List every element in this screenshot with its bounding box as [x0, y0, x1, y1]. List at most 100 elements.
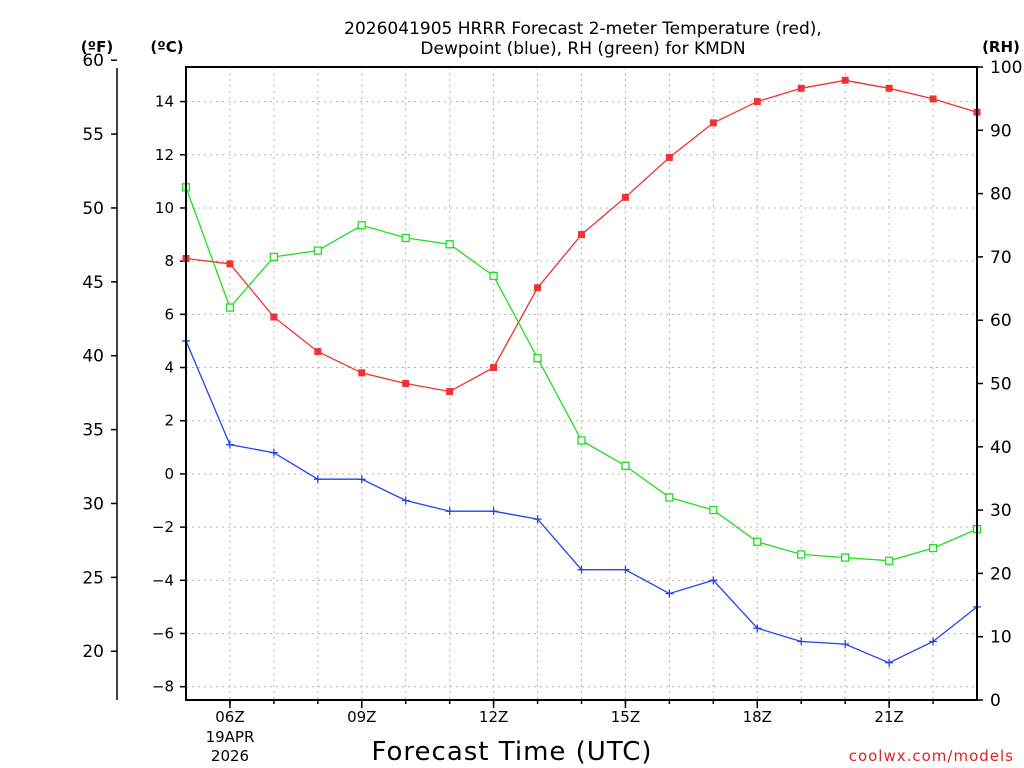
rh-tick-label: 100 [990, 58, 1022, 78]
dewpoint-point [357, 475, 366, 484]
fahrenheit-tick-label: 55 [82, 125, 104, 145]
rh-point [533, 354, 542, 363]
fahrenheit-tick-label: 30 [82, 494, 104, 514]
celsius-tick-label: −2 [152, 518, 174, 536]
hour-tick-label: 18Z [743, 708, 772, 726]
hour-tick-label: 06Z [215, 708, 244, 726]
temperature-point [402, 380, 410, 387]
temperature-point [270, 313, 278, 321]
celsius-tick-label: 8 [164, 252, 174, 270]
rh-tick-label: 60 [990, 311, 1012, 331]
temperature-point [358, 369, 366, 377]
rh-tick-label: 40 [990, 438, 1012, 458]
temperature-point [446, 387, 454, 395]
fahrenheit-tick-label: 45 [82, 273, 104, 293]
fahrenheit-tick-label: 35 [82, 421, 104, 441]
chart-title-line1: 2026041905 HRRR Forecast 2-meter Tempera… [344, 19, 822, 39]
dewpoint-point [401, 496, 410, 505]
temperature-point [665, 153, 673, 161]
fahrenheit-axis: 20 25 30 35 40 45 50 55 60 [82, 51, 118, 700]
celsius-tick-label: −4 [152, 571, 174, 589]
gridlines [186, 67, 977, 700]
rh-axis: 0 10 20 30 40 50 60 70 80 90 100 [977, 58, 1022, 711]
dewpoint-point [577, 565, 586, 574]
plot-frame [185, 66, 978, 701]
temperature-point [841, 76, 849, 84]
fahrenheit-tick-label: 60 [82, 51, 104, 71]
dewpoint-point [753, 624, 762, 633]
celsius-tick-label: 6 [164, 305, 174, 323]
rh-tick-label: 50 [990, 375, 1012, 395]
rh-point [709, 505, 718, 515]
temperature-point [753, 98, 761, 106]
temperature-point [797, 84, 805, 92]
rh-point [577, 436, 586, 445]
dewpoint-point [665, 589, 674, 598]
celsius-tick-label: −8 [152, 678, 174, 696]
fahrenheit-tick-label: 50 [82, 199, 104, 219]
rh-tick-label: 70 [990, 248, 1012, 268]
fahrenheit-unit-label: (ºF) [81, 38, 113, 56]
dewpoint-point [445, 507, 454, 516]
fahrenheit-tick-label: 20 [82, 642, 104, 662]
dewpoint-point [489, 507, 498, 516]
celsius-axis: −8 −6 −4 −2 0 2 4 6 8 10 12 14 [152, 93, 186, 696]
dewpoint-point [225, 440, 234, 449]
temperature-point [621, 193, 629, 201]
rh-point [841, 553, 850, 562]
dewpoint-point [533, 515, 542, 524]
hour-tick-label: 12Z [479, 708, 508, 726]
dewpoint-point [709, 576, 718, 585]
time-axis: 06Z 09Z 12Z 15Z 18Z 21Z [215, 700, 934, 726]
temperature-point [314, 348, 322, 356]
fahrenheit-tick-label: 25 [82, 568, 104, 588]
date-label-line1: 19APR [206, 728, 255, 746]
celsius-unit-label: (ºC) [150, 38, 183, 56]
dewpoint-point [929, 637, 938, 646]
x-axis-title: Forecast Time (UTC) [371, 737, 652, 767]
temperature-point [578, 231, 585, 239]
hour-tick-label: 21Z [874, 708, 903, 726]
temperature-point [709, 119, 717, 127]
credit-label: coolwx.com/models [849, 747, 1014, 765]
rh-point [313, 246, 322, 255]
celsius-tick-label: 2 [164, 412, 174, 430]
rh-point [269, 252, 279, 262]
rh-point [225, 303, 235, 312]
celsius-tick-label: 0 [164, 465, 174, 483]
rh-point [928, 543, 938, 553]
rh-tick-label: 80 [990, 185, 1012, 205]
fahrenheit-tick-label: 40 [82, 347, 104, 367]
date-label-line2: 2026 [211, 747, 249, 765]
chart-title-line2: Dewpoint (blue), RH (green) for KMDN [420, 39, 745, 59]
temperature-point [534, 284, 542, 292]
rh-point [797, 550, 806, 559]
dewpoint-point [841, 640, 850, 649]
rh-point [621, 461, 630, 470]
celsius-tick-label: 4 [164, 359, 174, 377]
rh-tick-label: 90 [990, 121, 1012, 141]
dewpoint-point [621, 565, 630, 574]
hour-tick-label: 09Z [347, 708, 376, 726]
rh-point [445, 240, 454, 249]
hour-tick-label: 15Z [611, 708, 640, 726]
temperature-point [885, 84, 893, 92]
rh-point [665, 493, 674, 502]
rh-point [357, 221, 366, 230]
rh-point [753, 537, 762, 546]
dewpoint-point [269, 448, 278, 457]
rh-tick-label: 30 [990, 501, 1012, 521]
rh-point [401, 233, 410, 243]
series-layer [181, 76, 982, 667]
temperature-point [929, 95, 937, 103]
dewpoint-point [797, 637, 806, 646]
celsius-tick-label: 14 [155, 93, 174, 111]
celsius-tick-label: −6 [152, 625, 174, 643]
temperature-point [490, 364, 498, 372]
temperature-point [226, 260, 234, 268]
dewpoint-point [313, 475, 322, 484]
rh-point [884, 556, 894, 565]
rh-unit-label: (RH) [982, 38, 1020, 56]
rh-tick-label: 0 [990, 691, 1001, 711]
